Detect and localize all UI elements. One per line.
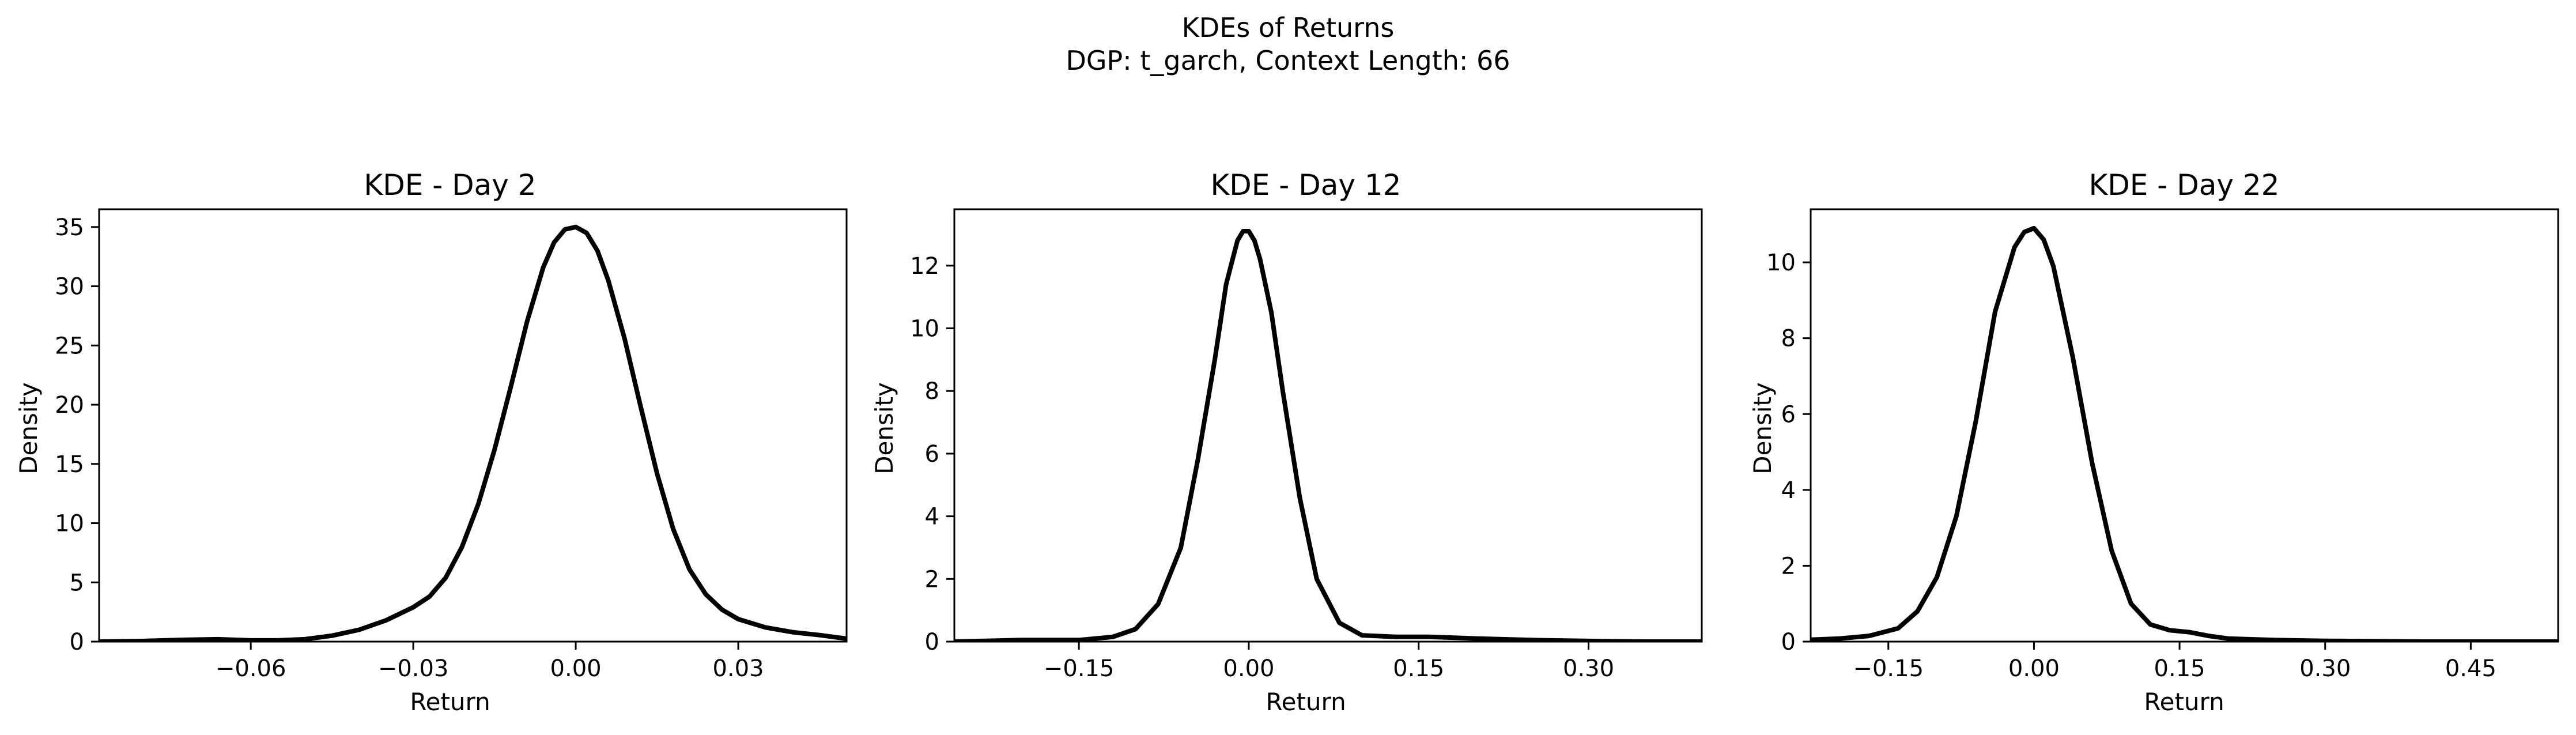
x-tick-label: 0.00: [1223, 655, 1274, 682]
kde-curve: [954, 229, 1702, 642]
y-tick-label: 0: [70, 629, 84, 655]
x-tick-label: −0.15: [1853, 655, 1924, 682]
x-tick-label: 0.30: [1563, 655, 1614, 682]
y-tick-label: 2: [925, 566, 939, 593]
y-axis-label: Density: [1748, 382, 1777, 474]
y-tick-label: 35: [55, 214, 84, 241]
plot-area: −0.06 −0.03 0.00 0.03 0 5 10 15 20 25 30 35: [55, 208, 848, 682]
y-tick-label: 20: [55, 392, 84, 419]
subplot-title: KDE - Day 12: [1211, 168, 1402, 202]
y-tick-label: 15: [55, 451, 84, 478]
x-tick-label: 0.15: [1393, 655, 1444, 682]
kde-curve: [99, 224, 847, 642]
subplot-day-22: KDE - Day 22 −0.15 0.00 0.15 0.30 0.45 0 2 4 6 8 1…: [1748, 168, 2559, 716]
y-tick-label: 4: [1781, 477, 1796, 504]
y-tick-label: 8: [1781, 326, 1796, 352]
y-tick-label: 6: [1781, 401, 1796, 428]
y-tick-label: 8: [925, 378, 939, 405]
subplot-day-2: KDE - Day 2 −0.06 −0.03 0.00 0.03 0 5 10 15 20 25…: [14, 168, 848, 716]
plot-area: −0.15 0.00 0.15 0.30 0.45 0 2 4 6 8 10: [1766, 208, 2559, 682]
x-tick-label: 0.00: [550, 655, 602, 682]
subplot-day-12: KDE - Day 12 −0.15 0.00 0.15 0.30024681012 …: [870, 168, 1703, 716]
y-axis-label: Density: [870, 382, 898, 474]
y-tick-label: 30: [55, 274, 84, 300]
axes-frame: [1810, 208, 2559, 643]
y-tick-label: 6: [925, 441, 939, 468]
subplot-title: KDE - Day 2: [364, 168, 536, 202]
y-axis-label: Density: [14, 382, 43, 474]
figure-title: KDEs of Returns: [1182, 12, 1395, 43]
subplot-title: KDE - Day 22: [2089, 168, 2280, 202]
y-tick-label: 0: [1781, 629, 1796, 655]
x-tick-label: −0.03: [378, 655, 449, 682]
axes-frame: [953, 208, 1703, 643]
y-tick-label: 0: [925, 629, 939, 655]
y-tick-label: 2: [1781, 553, 1796, 579]
y-tick-label: 5: [70, 570, 84, 596]
y-tick-label: 10: [1766, 250, 1796, 276]
kde-curve: [1811, 225, 2558, 642]
axes-frame: [98, 208, 848, 643]
x-tick-label: 0.00: [2008, 655, 2060, 682]
x-tick-label: −0.15: [1044, 655, 1115, 682]
x-tick-label: 0.30: [2299, 655, 2351, 682]
x-tick-label: 0.15: [2154, 655, 2205, 682]
y-tick-label: 10: [55, 511, 84, 537]
y-tick-label: 10: [910, 316, 939, 342]
x-tick-label: 0.45: [2445, 655, 2496, 682]
figure-subtitle: DGP: t_garch, Context Length: 66: [1066, 45, 1510, 76]
y-tick-label: 4: [925, 504, 939, 530]
x-tick-label: 0.03: [712, 655, 764, 682]
x-axis-label: Return: [410, 688, 490, 716]
y-tick-label: 25: [55, 333, 84, 359]
x-axis-label: Return: [1266, 688, 1346, 716]
plot-area: −0.15 0.00 0.15 0.30 0 2 4 6 8 10 12: [910, 208, 1703, 682]
y-tick-label: 12: [910, 253, 939, 280]
x-tick-label: −0.06: [216, 655, 286, 682]
x-axis-label: Return: [2144, 688, 2224, 716]
